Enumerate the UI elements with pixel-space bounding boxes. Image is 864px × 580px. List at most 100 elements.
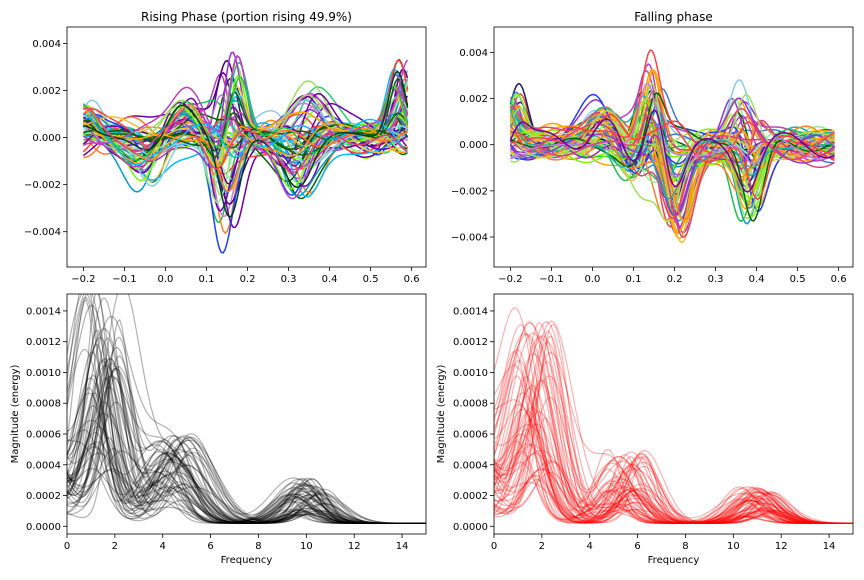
series-line xyxy=(494,444,853,524)
series-lines xyxy=(82,51,409,254)
series-line xyxy=(83,70,409,218)
series-line xyxy=(67,376,426,524)
series-line xyxy=(67,442,426,524)
y-tick-label: 0.0000 xyxy=(26,522,61,533)
series-line xyxy=(494,399,853,524)
series-line xyxy=(494,443,853,524)
series-line xyxy=(67,468,426,524)
series-line xyxy=(67,412,426,524)
series-line xyxy=(494,424,853,524)
y-tick-label: 0.0012 xyxy=(453,337,488,348)
series-line xyxy=(494,360,853,524)
series-line xyxy=(494,353,853,524)
x-tick-label: 0.6 xyxy=(831,274,847,285)
series-line xyxy=(494,307,853,524)
series-line xyxy=(67,297,426,524)
y-tick-label: 0.0006 xyxy=(26,430,61,441)
series-line xyxy=(509,110,835,222)
series-line xyxy=(83,85,408,166)
x-tick-label: 0 xyxy=(64,541,70,552)
x-tick-label: 6 xyxy=(207,541,213,552)
x-tick-label: 0.2 xyxy=(240,274,256,285)
y-tick-label: 0.0006 xyxy=(453,430,488,441)
x-tick-label: 0.3 xyxy=(281,274,297,285)
rising-phase-title: Rising Phase (portion rising 49.9%) xyxy=(141,10,352,24)
series-line xyxy=(67,343,426,524)
series-line xyxy=(67,329,426,524)
series-lines xyxy=(494,307,853,524)
series-line xyxy=(67,377,426,524)
series-line xyxy=(494,320,853,524)
x-tick-label: 14 xyxy=(396,541,409,552)
series-line xyxy=(67,368,426,524)
series-lines xyxy=(67,294,426,524)
series-line xyxy=(67,377,426,524)
series-line xyxy=(494,404,853,524)
x-tick-label: 0.1 xyxy=(626,274,642,285)
series-line xyxy=(494,392,853,524)
series-line xyxy=(494,471,853,524)
series-line xyxy=(82,104,408,167)
series-line xyxy=(67,386,426,524)
series-line xyxy=(494,417,853,524)
series-line xyxy=(494,387,853,524)
series-line xyxy=(494,458,853,524)
series-line xyxy=(509,49,835,201)
falling-phase-title: Falling phase xyxy=(634,10,712,24)
series-line xyxy=(494,418,853,524)
series-line xyxy=(494,348,853,524)
x-tick-label: 0.0 xyxy=(158,274,174,285)
series-line xyxy=(67,401,426,524)
series-line xyxy=(67,374,426,524)
series-line xyxy=(494,351,853,524)
series-line xyxy=(67,355,426,524)
series-line xyxy=(494,461,853,524)
x-tick-label: 2 xyxy=(539,541,545,552)
series-line xyxy=(494,330,853,524)
series-line xyxy=(67,431,426,524)
series-line xyxy=(494,335,853,524)
series-line xyxy=(67,294,426,524)
series-line xyxy=(494,397,853,524)
series-line xyxy=(510,82,835,165)
series-line xyxy=(494,332,853,524)
series-line xyxy=(510,90,835,170)
series-line xyxy=(67,392,426,524)
series-line xyxy=(494,321,853,524)
y-tick-label: 0.000 xyxy=(32,133,61,144)
series-line xyxy=(67,336,426,524)
series-line xyxy=(67,401,426,524)
series-line xyxy=(83,59,409,171)
y-tick-label: 0.0002 xyxy=(26,491,61,502)
series-line xyxy=(67,362,426,524)
series-line xyxy=(67,364,426,524)
y-tick-label: 0.0004 xyxy=(453,460,488,471)
series-line xyxy=(67,450,426,524)
series-line xyxy=(67,296,426,524)
series-line xyxy=(494,460,853,524)
rising-spectrum-ylabel: Magnitude (energy) xyxy=(10,365,21,464)
series-line xyxy=(494,410,853,524)
panel-rising-phase: Rising Phase (portion rising 49.9%) −0.2… xyxy=(24,10,427,285)
series-line xyxy=(67,359,426,524)
axes-frame xyxy=(66,26,427,268)
series-line xyxy=(83,113,409,166)
series-line xyxy=(494,468,853,524)
series-line xyxy=(494,482,853,524)
x-tick-label: 0.4 xyxy=(749,274,765,285)
series-line xyxy=(509,113,835,244)
series-line xyxy=(494,323,853,524)
series-line xyxy=(67,419,426,524)
series-line xyxy=(494,375,853,524)
series-line xyxy=(510,107,835,239)
x-tick-label: −0.1 xyxy=(112,274,136,285)
series-line xyxy=(494,440,853,524)
y-tick-label: 0.0010 xyxy=(26,368,61,379)
series-line xyxy=(494,411,853,524)
y-tick-label: 0.0000 xyxy=(453,522,488,533)
x-tick-label: 8 xyxy=(682,541,688,552)
x-tick-label: 4 xyxy=(160,541,166,552)
series-line xyxy=(494,408,853,524)
y-tick-label: 0.002 xyxy=(32,86,61,97)
series-line xyxy=(67,318,426,524)
